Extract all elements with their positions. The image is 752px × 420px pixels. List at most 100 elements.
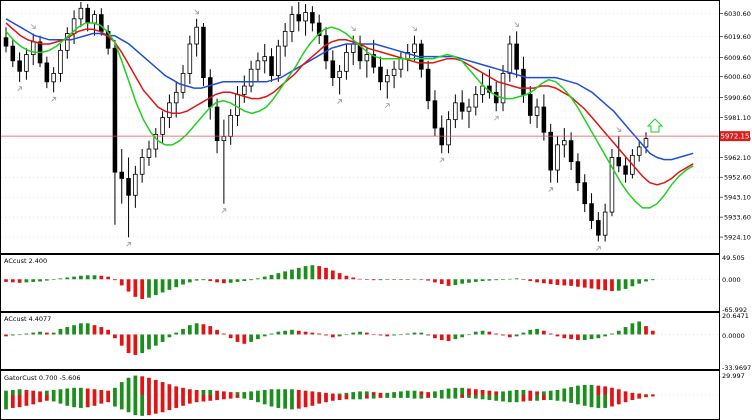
price-tick-label: 6000.60 [724,73,751,81]
histogram-bar [378,395,383,398]
histogram-bar [140,279,145,300]
price-tick-label: 5952.60 [724,174,751,182]
histogram-bar [453,334,458,340]
histogram-bar [446,395,451,399]
price-tick-label: 5962.10 [724,154,751,162]
histogram-bar [283,389,288,395]
candle-bull [146,148,152,158]
histogram-bar [514,389,519,395]
histogram-bar [187,389,192,395]
histogram-bar [113,387,117,395]
candle-bull [473,94,479,108]
histogram-bar [405,333,410,335]
candle-bear [521,68,526,95]
histogram-bar [290,395,294,410]
histogram-bar [399,334,403,336]
histogram-bar [453,279,458,285]
histogram-bar [364,391,369,395]
histogram-bar [296,389,301,395]
candle-bull [187,43,193,74]
histogram-bar [31,390,36,395]
histogram-bar [317,333,322,335]
ac-panel-label: ACcust 2.400 [4,257,47,265]
histogram-bar [623,279,628,289]
histogram-bar [371,279,376,281]
histogram-bar [181,387,185,395]
histogram-bar [126,377,131,395]
histogram-bar [467,388,471,395]
histogram-bar [31,332,36,335]
histogram-bar [569,395,573,403]
candle-bull [303,12,308,22]
histogram-bar [140,334,145,354]
histogram-bar [589,334,594,340]
histogram-bar [126,395,131,413]
histogram-bar [399,279,403,280]
histogram-bar [24,389,29,395]
histogram-bar [433,391,437,395]
candle-bull [507,43,513,74]
histogram-bar [650,279,655,281]
ac2-tick-top: 20.6471 [722,312,749,320]
gator-indicator-panel[interactable]: GatorCust 0.700 -5.606 29.997 [0,370,745,420]
histogram-bar [269,395,274,407]
histogram-bar [65,327,70,335]
histogram-bar [147,334,151,350]
histogram-bar [38,279,42,282]
histogram-bar [542,330,546,335]
histogram-bar [460,279,465,284]
candle-bull [180,73,186,93]
histogram-bar [589,395,594,408]
histogram-bar [160,395,165,413]
candle-bull [609,157,615,213]
histogram-bar [337,334,342,337]
histogram-bar [92,325,97,335]
histogram-bar [589,279,594,289]
candle-bear [201,26,206,79]
histogram-bar [113,395,117,407]
ac2-plot-area[interactable] [0,312,720,370]
histogram-bar [113,334,117,339]
histogram-bar [419,395,424,399]
histogram-bar [208,279,213,282]
histogram-bar [44,395,49,401]
histogram-bar [555,334,560,337]
histogram-bar [542,395,546,401]
histogram-bar [344,392,349,395]
histogram-bar [467,279,471,283]
histogram-bar [603,279,608,291]
histogram-bar [256,278,260,280]
price-tag: 5972.15 [720,131,750,142]
histogram-bar [650,395,655,397]
candle-bull [534,106,540,116]
ac-indicator-panel[interactable]: ACcust 2.400 49.505 0.000 -65.992 [0,254,748,314]
histogram-bar [276,389,281,395]
histogram-bar [337,273,342,280]
candle-bull [160,117,165,135]
histogram-bar [494,391,499,395]
histogram-bar [405,390,410,395]
ac2-tick-bottom: -33.9697 [722,364,751,372]
histogram-bar [106,276,110,280]
histogram-bar [324,267,328,280]
histogram-bar [65,395,70,406]
price-tick-label: 6009.60 [724,54,751,62]
histogram-bar [324,395,328,403]
candle-bull [228,115,233,137]
candlestick-series [3,2,649,242]
histogram-bar [603,386,608,395]
histogram-bar [610,279,614,292]
histogram-bar [113,279,117,281]
candle-bull [153,133,159,150]
ac2-indicator-panel[interactable]: ACcust 4.4077 20.6471 0.0000 -33.9697 [0,312,752,372]
ac2-tick-mid: 0.0000 [722,332,745,340]
main-price-panel[interactable]: 6030.60 6019.60 6009.60 6000.60 5990.60 5981.… [0,0,751,254]
histogram-bar [4,395,8,410]
candle-bull [139,157,145,175]
candle-bull [58,49,63,74]
histogram-bar [562,334,567,339]
histogram-bar [399,391,403,395]
histogram-bar [174,395,179,408]
histogram-bar [242,395,247,399]
histogram-bar [385,392,390,395]
